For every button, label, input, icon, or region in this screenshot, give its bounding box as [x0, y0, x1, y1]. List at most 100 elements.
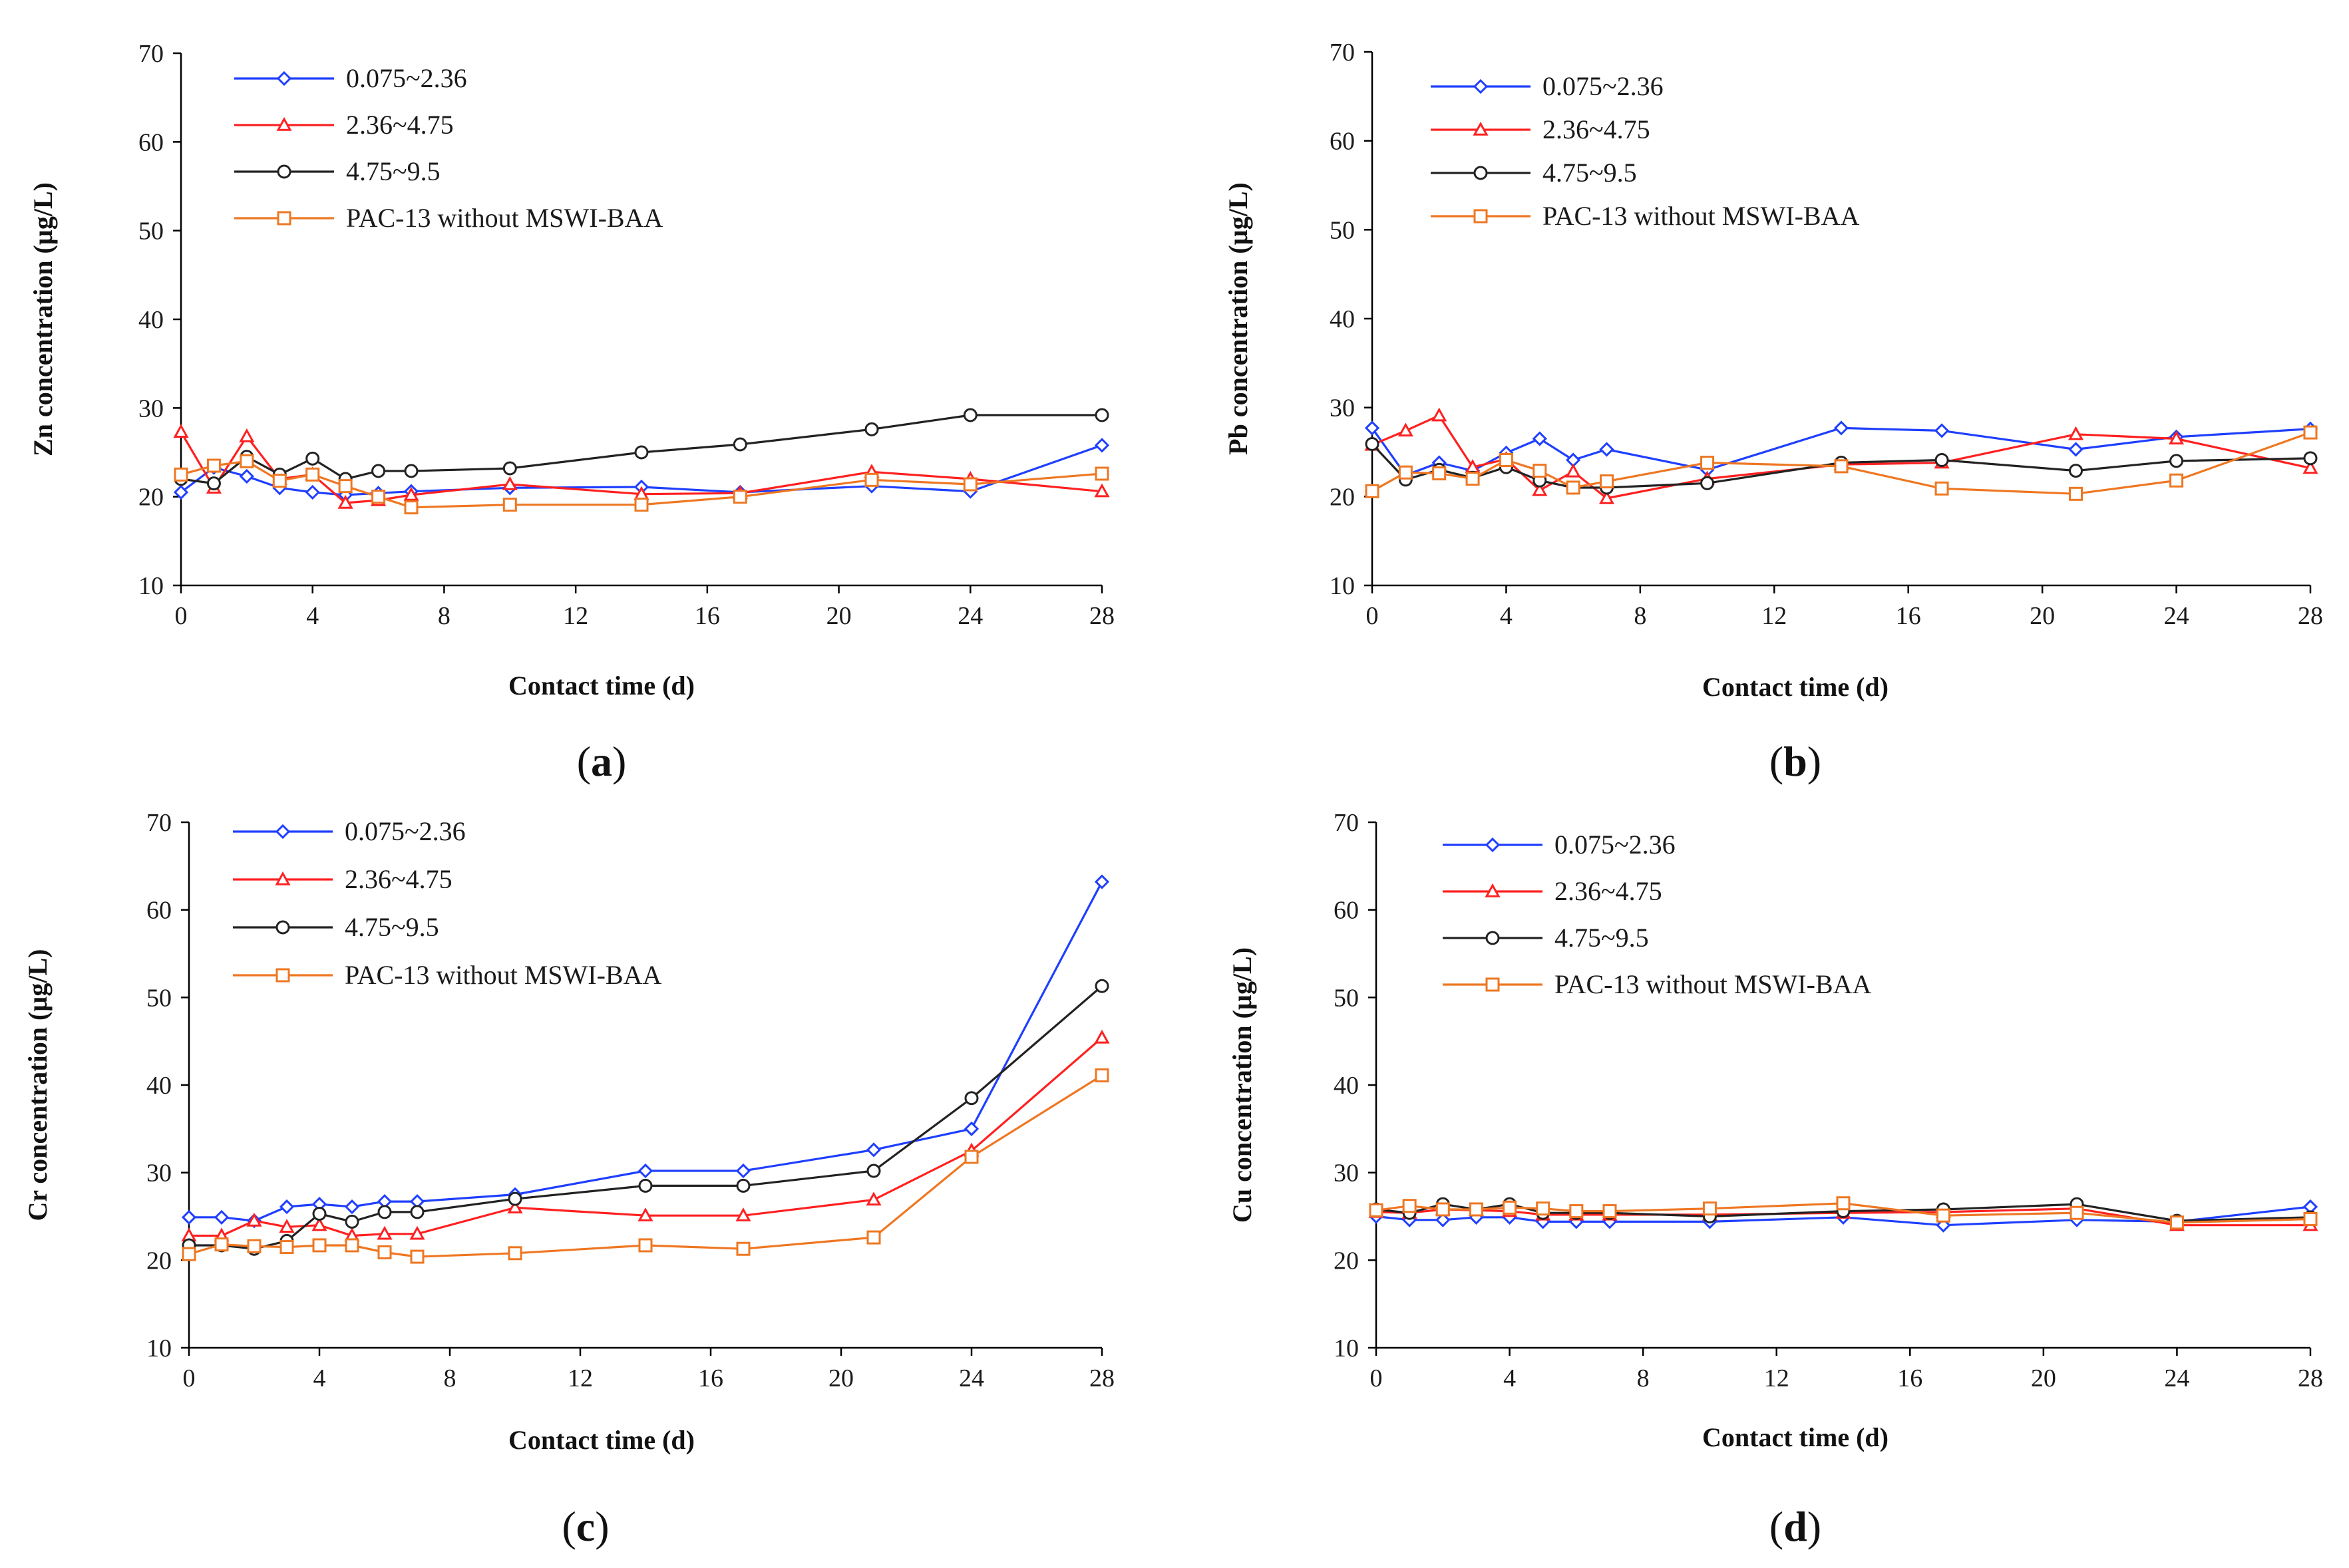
- marker-circle: [345, 1214, 359, 1229]
- marker-triangle: [276, 116, 292, 131]
- marker-triangle: [2302, 460, 2318, 474]
- series-square: [174, 454, 1109, 515]
- marker-triangle: [239, 428, 255, 442]
- marker-square: [404, 500, 419, 515]
- paren: (: [577, 738, 591, 785]
- legend-item: 4.75~9.5: [234, 156, 441, 186]
- marker-circle: [206, 476, 221, 491]
- marker-square: [1700, 456, 1715, 470]
- x-tick-label: 4: [1500, 602, 1513, 630]
- series-line: [180, 444, 1103, 496]
- marker-diamond: [344, 1199, 360, 1215]
- panel-label: (d): [1769, 1503, 1821, 1550]
- marker-triangle: [1485, 883, 1501, 897]
- marker-square: [305, 467, 320, 482]
- y-tick-label: 20: [138, 484, 164, 512]
- x-tick-label: 16: [1896, 602, 1921, 630]
- marker-square: [2303, 425, 2318, 440]
- legend-label: 2.36~4.75: [1554, 876, 1662, 906]
- x-tick-label: 20: [2030, 602, 2055, 630]
- marker-diamond: [1833, 420, 1849, 436]
- marker-diamond: [637, 1163, 653, 1179]
- marker-diamond: [239, 468, 254, 484]
- paren: (: [1769, 738, 1783, 785]
- marker-square: [371, 490, 386, 504]
- marker-square: [2169, 1215, 2184, 1230]
- marker-square: [1485, 977, 1500, 992]
- series-square: [1369, 1196, 2318, 1230]
- marker-square: [638, 1238, 653, 1253]
- marker-diamond: [1934, 423, 1950, 438]
- marker-triangle: [866, 1191, 882, 1206]
- marker-square: [1936, 1208, 1950, 1223]
- marker-square: [1569, 1204, 1584, 1219]
- marker-square: [508, 1246, 522, 1261]
- y-tick-label: 10: [138, 572, 164, 600]
- marker-square: [634, 498, 649, 512]
- legend-item: 4.75~9.5: [233, 912, 439, 942]
- y-tick-label: 20: [146, 1247, 172, 1275]
- x-tick-label: 12: [1761, 602, 1787, 630]
- marker-square: [1836, 1196, 1851, 1211]
- marker-circle: [634, 445, 649, 460]
- paren: ): [1807, 738, 1821, 785]
- legend-label: 4.75~9.5: [1554, 923, 1649, 953]
- marker-triangle: [1397, 422, 1413, 437]
- y-tick-label: 50: [146, 984, 172, 1012]
- y-tick-label: 10: [1330, 572, 1355, 600]
- marker-diamond: [2068, 442, 2083, 457]
- marker-circle: [312, 1207, 327, 1221]
- y-tick-label: 40: [1334, 1072, 1359, 1100]
- legend-label: PAC-13 without MSWI-BAA: [1542, 201, 1859, 231]
- series-line: [180, 431, 1103, 504]
- marker-square: [1473, 209, 1488, 224]
- marker-square: [733, 490, 747, 504]
- marker-circle: [866, 1164, 881, 1178]
- legend-item: 2.36~4.75: [1431, 114, 1650, 144]
- legend-item: 0.075~2.36: [1443, 830, 1676, 860]
- y-tick-label: 70: [138, 40, 164, 68]
- y-tick-label: 30: [138, 394, 164, 422]
- marker-square: [1702, 1201, 1717, 1216]
- x-tick-label: 24: [2164, 602, 2189, 630]
- marker-square: [277, 211, 291, 226]
- legend-item: 2.36~4.75: [233, 864, 452, 894]
- marker-square: [247, 1239, 262, 1253]
- marker-square: [206, 458, 221, 473]
- marker-triangle: [1473, 121, 1489, 136]
- marker-triangle: [1598, 490, 1615, 504]
- marker-circle: [305, 451, 320, 466]
- marker-square: [1398, 465, 1413, 480]
- x-tick-label: 24: [958, 602, 983, 630]
- marker-square: [345, 1238, 359, 1253]
- y-tick-label: 50: [1330, 216, 1355, 244]
- marker-circle: [410, 1205, 425, 1219]
- x-tick-label: 12: [563, 602, 588, 630]
- marker-circle: [1095, 408, 1109, 422]
- marker-diamond: [1094, 438, 1110, 453]
- marker-circle: [733, 437, 747, 452]
- marker-circle: [1485, 931, 1500, 945]
- marker-diamond: [964, 1121, 980, 1136]
- marker-diamond: [305, 484, 320, 500]
- marker-diamond: [173, 484, 189, 500]
- marker-circle: [1934, 453, 1949, 468]
- marker-square: [1402, 1199, 1417, 1213]
- x-tick-label: 28: [2298, 602, 2323, 630]
- marker-triangle: [1094, 483, 1110, 498]
- marker-square: [275, 968, 290, 983]
- y-axis-label: Pb concentration (µg/L): [1223, 182, 1253, 455]
- marker-triangle: [1532, 482, 1548, 496]
- marker-triangle: [1431, 407, 1447, 422]
- marker-square: [963, 477, 978, 492]
- y-tick-label: 40: [138, 306, 164, 334]
- x-tick-label: 0: [183, 1364, 196, 1392]
- x-tick-label: 4: [1503, 1364, 1516, 1392]
- x-tick-label: 8: [1634, 602, 1646, 630]
- marker-square: [410, 1249, 425, 1264]
- marker-square: [866, 1230, 881, 1245]
- x-tick-label: 4: [313, 1364, 326, 1392]
- y-tick-label: 60: [138, 128, 164, 156]
- marker-circle: [736, 1178, 751, 1193]
- y-tick-label: 10: [146, 1334, 172, 1362]
